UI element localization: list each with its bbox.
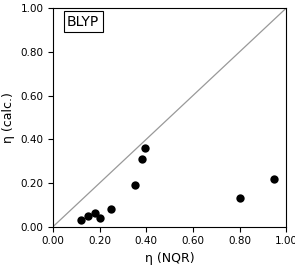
X-axis label: η (NQR): η (NQR) — [145, 252, 194, 265]
Point — [86, 213, 90, 218]
Point — [79, 218, 83, 222]
Point — [237, 196, 242, 200]
Point — [143, 146, 148, 150]
Point — [109, 207, 114, 211]
Point — [93, 211, 97, 216]
Text: BLYP: BLYP — [67, 15, 99, 29]
Point — [132, 183, 137, 187]
Point — [97, 216, 102, 220]
Point — [272, 176, 277, 181]
Point — [139, 157, 144, 161]
Y-axis label: η (calc.): η (calc.) — [2, 92, 15, 143]
